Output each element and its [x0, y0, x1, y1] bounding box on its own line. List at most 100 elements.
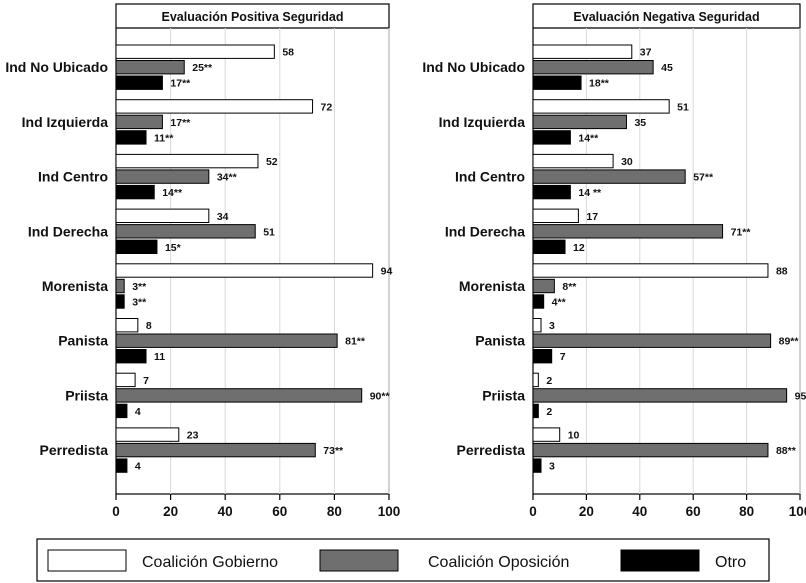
data-label: 90**	[370, 390, 391, 402]
category-label: Ind Izquierda	[22, 114, 109, 130]
bar-otro	[532, 458, 542, 473]
bar-coalicion-oposicion	[115, 442, 316, 458]
bar-coalicion-gobierno	[532, 153, 614, 169]
data-label: 72	[321, 101, 333, 113]
category-label: Morenista	[42, 278, 108, 294]
x-tick-label: 100	[378, 504, 401, 519]
data-label: 17**	[170, 117, 191, 129]
data-label: 94	[381, 266, 393, 278]
bar-coalicion-oposicion	[532, 114, 627, 130]
data-label: 37	[640, 47, 652, 59]
bar-coalicion-gobierno	[532, 427, 561, 442]
data-label: 81**	[345, 336, 366, 348]
data-label: 12	[573, 242, 585, 254]
legend-swatch-otro	[620, 549, 700, 572]
data-label: 7	[143, 375, 149, 387]
data-label: 35	[634, 117, 646, 129]
category-label: Ind Centro	[38, 169, 108, 185]
category-label: Ind Derecha	[28, 223, 108, 239]
chart-panel-positiva: Evaluación Positiva Seguridad Ind No Ubic…	[5, 3, 401, 519]
x-tick-label: 20	[579, 504, 594, 519]
bar-coalicion-oposicion	[532, 333, 772, 348]
x-tick-label: 100	[789, 504, 806, 519]
data-label: 57**	[693, 172, 714, 184]
x-tick-label: 80	[327, 504, 342, 519]
bar-otro	[115, 239, 158, 255]
data-label: 88**	[776, 445, 797, 457]
bar-coalicion-gobierno	[532, 318, 542, 333]
bar-coalicion-gobierno	[115, 44, 275, 59]
chart-panel-negativa: Evaluación Negativa Seguridad Ind No Ubic…	[422, 3, 806, 519]
x-tick-label: 60	[686, 504, 701, 519]
bar-coalicion-oposicion	[115, 60, 185, 75]
data-label: 95*	[795, 390, 806, 402]
data-label: 3**	[132, 281, 147, 293]
legend-label: Coalición Oposición	[428, 554, 569, 571]
x-tick-label: 0	[529, 504, 537, 519]
bar-coalicion-oposicion	[532, 60, 654, 75]
category-label: Ind Izquierda	[439, 114, 526, 130]
legend: Coalición Gobierno Coalición Oposición Otr…	[36, 538, 770, 582]
bar-coalicion-gobierno	[115, 372, 136, 388]
data-label: 3	[549, 320, 555, 332]
category-label: Perredista	[457, 442, 526, 458]
category-label: Morenista	[459, 278, 525, 294]
category-label: Panista	[58, 333, 108, 349]
bar-coalicion-oposicion	[532, 278, 555, 294]
bar-coalicion-gobierno	[115, 427, 180, 442]
x-tick-label: 0	[112, 504, 120, 519]
x-tick-label: 60	[272, 504, 287, 519]
legend-label: Coalición Gobierno	[142, 554, 278, 571]
data-label: 3	[549, 461, 555, 473]
legend-swatch-coalicion-oposicion	[319, 549, 399, 572]
data-label: 23	[187, 430, 199, 442]
bar-otro	[115, 294, 125, 309]
data-label: 4**	[552, 297, 567, 309]
data-label: 4	[135, 406, 141, 418]
bar-coalicion-gobierno	[115, 208, 210, 224]
bar-coalicion-gobierno	[532, 372, 539, 388]
data-label: 4	[135, 461, 141, 473]
category-label: Panista	[475, 333, 525, 349]
legend-label: Otro	[715, 554, 746, 571]
bar-coalicion-oposicion	[115, 278, 125, 294]
data-label: 34	[217, 211, 229, 223]
data-label: 30	[621, 156, 633, 168]
chart-title: Evaluación Negativa Seguridad	[573, 10, 759, 24]
bar-coalicion-gobierno	[532, 99, 670, 114]
bar-otro	[532, 349, 553, 364]
bar-otro	[532, 130, 571, 145]
data-label: 11**	[154, 132, 174, 144]
bar-coalicion-oposicion	[532, 224, 724, 239]
data-label: 14 **	[578, 187, 602, 199]
data-label: 88	[776, 266, 788, 278]
bar-otro	[115, 75, 163, 90]
bar-otro	[532, 403, 539, 419]
bar-coalicion-gobierno	[532, 208, 579, 224]
chart-title: Evaluación Positiva Seguridad	[161, 10, 343, 24]
data-label: 17	[586, 211, 598, 223]
bar-coalicion-gobierno	[115, 263, 374, 278]
bar-coalicion-oposicion	[532, 169, 686, 184]
data-label: 51	[263, 226, 275, 238]
data-label: 14**	[162, 187, 183, 199]
data-label: 89**	[779, 336, 800, 348]
category-label: Perredista	[40, 442, 109, 458]
bar-otro	[115, 184, 155, 200]
data-label: 17**	[170, 78, 191, 90]
bar-coalicion-gobierno	[115, 153, 259, 169]
bar-coalicion-oposicion	[115, 388, 363, 403]
bar-otro	[532, 239, 566, 255]
data-label: 11	[154, 351, 165, 363]
bar-otro	[532, 184, 571, 200]
data-label: 34**	[217, 172, 238, 184]
data-label: 18**	[589, 78, 610, 90]
data-label: 15*	[165, 242, 182, 254]
x-tick-label: 40	[632, 504, 647, 519]
bar-otro	[532, 294, 545, 309]
data-label: 7	[560, 351, 566, 363]
x-tick-label: 80	[739, 504, 754, 519]
bar-otro	[532, 75, 582, 90]
